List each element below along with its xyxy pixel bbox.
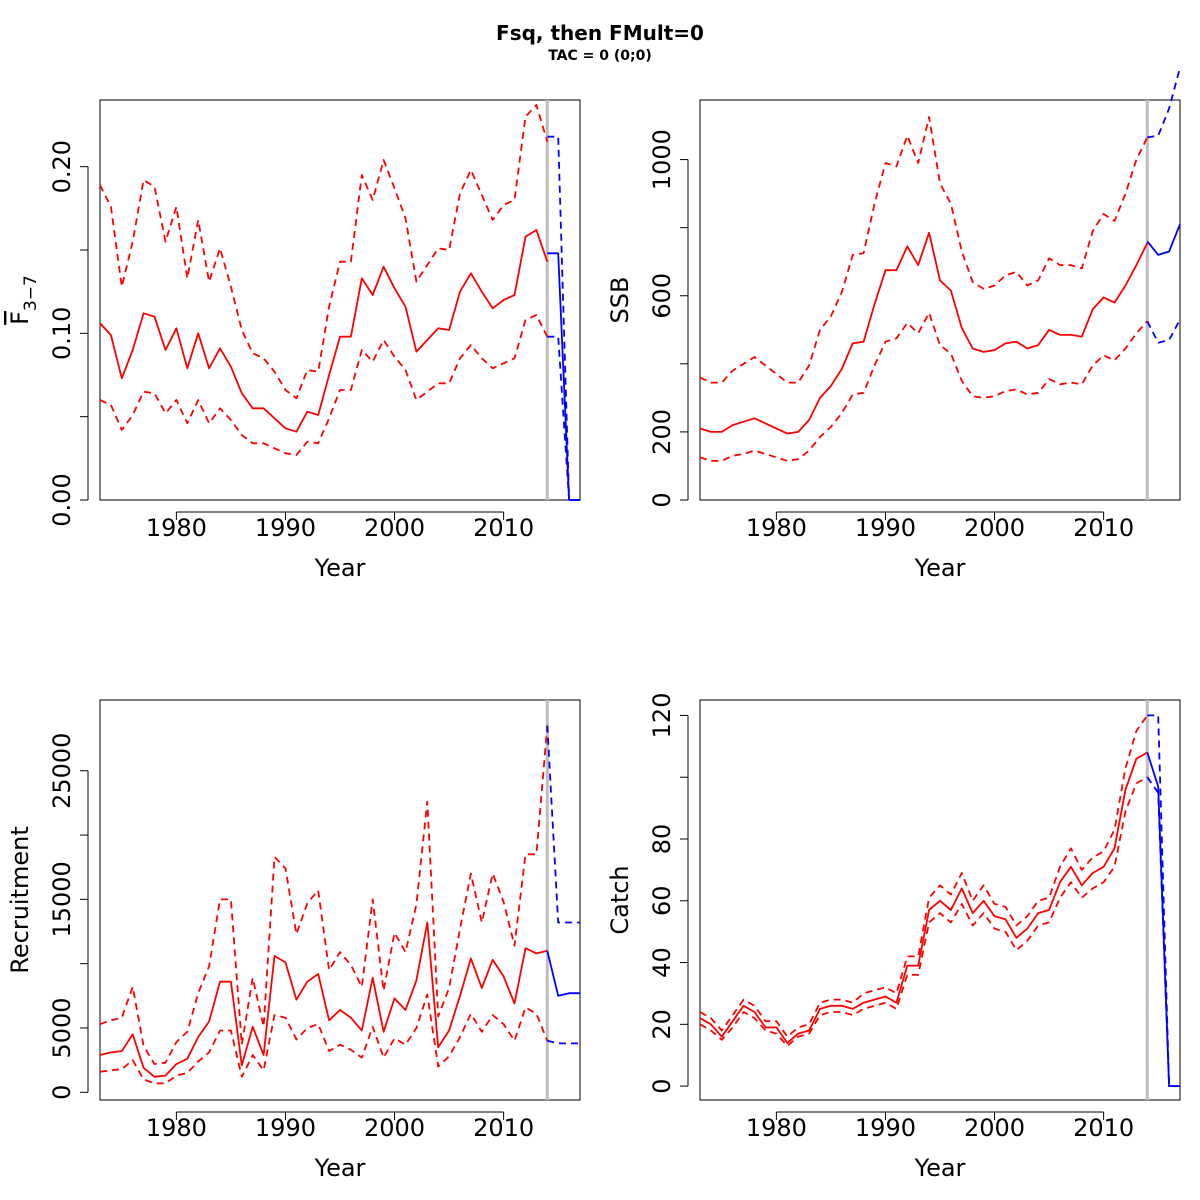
ssb-lower-ci-line — [699, 311, 1148, 462]
ssb-x-tick-label: 1980 — [746, 514, 807, 542]
catch-forecast-upper-ci-line — [1147, 714, 1180, 1087]
ssb-forecast-lower-ci-line — [1146, 319, 1181, 344]
recruitment-forecast-upper-ci-line — [546, 725, 580, 924]
recruitment-upper-ci-line — [99, 725, 549, 1065]
recruitment-y-tick-label: 15000 — [48, 861, 76, 937]
recruitment-lower-ci-line — [99, 993, 549, 1085]
fbar-y-axis-label-sub: 3−7 — [21, 275, 41, 311]
recruitment-x-tick-label: 2000 — [364, 1114, 425, 1142]
ssb-plot-frame — [699, 99, 1181, 501]
recruitment-x-axis-label: Year — [314, 1154, 366, 1182]
fbar-forecast-estimate-line — [547, 252, 580, 501]
recruitment-forecast-estimate-line — [546, 950, 580, 997]
ssb-x-axis-label: Year — [914, 554, 966, 582]
catch-y-tick-label: 60 — [648, 885, 676, 916]
figure-subtitle: TAC = 0 (0;0) — [548, 48, 652, 64]
catch-forecast-estimate-line — [1146, 752, 1180, 1087]
fbar-y-tick-label: 0.10 — [48, 307, 76, 360]
figure-title: Fsq, then FMult=0 — [496, 21, 704, 45]
panel-ssb: 1980 1990 2000 2010 Year 0 200 600 1000 SSB — [606, 67, 1181, 582]
fbar-x-tick-label: 1980 — [146, 514, 207, 542]
ssb-y-tick-label: 200 — [648, 409, 676, 455]
recruitment-y-axis-label: Recruitment — [6, 826, 34, 973]
ssb-upper-ci-line — [699, 116, 1149, 384]
catch-upper-ci-line — [699, 714, 1149, 1038]
recruitment-y-tick-label: 5000 — [48, 997, 76, 1058]
fbar-x-tick-label: 2010 — [473, 514, 534, 542]
fbar-x-tick-label: 2000 — [364, 514, 425, 542]
catch-y-tick-label: 0 — [648, 1078, 676, 1093]
ssb-x-tick-label: 2000 — [964, 514, 1025, 542]
catch-x-tick-label: 1990 — [855, 1114, 916, 1142]
fbar-x-tick-label: 1990 — [255, 514, 316, 542]
ssb-y-tick-label: 600 — [648, 273, 676, 319]
catch-y-axis-label: Catch — [606, 865, 634, 934]
ssb-estimate-line — [699, 231, 1149, 435]
fbar-estimate-line — [99, 229, 549, 433]
catch-y-tick-label: 120 — [648, 693, 676, 739]
ssb-y-tick-label: 0 — [648, 492, 676, 507]
catch-x-tick-label: 1980 — [746, 1114, 807, 1142]
ssb-x-tick-label: 1990 — [855, 514, 916, 542]
fbar-y-tick-label: 0.20 — [48, 140, 76, 193]
catch-x-tick-label: 2000 — [964, 1114, 1025, 1142]
ssb-x-tick-label: 2010 — [1073, 514, 1134, 542]
catch-y-tick-label: 80 — [648, 824, 676, 855]
recruitment-y-tick-label: 0 — [48, 1085, 76, 1100]
fbar-upper-ci-line — [99, 104, 549, 400]
ssb-forecast-estimate-line — [1146, 223, 1181, 256]
fbar-forecast-upper-ci-line — [547, 135, 580, 501]
catch-y-tick-label: 20 — [648, 1009, 676, 1040]
fbar-lower-ci-line — [99, 314, 549, 456]
recruitment-forecast-lower-ci-line — [547, 1039, 580, 1045]
catch-lower-ci-line — [699, 776, 1148, 1047]
recruitment-x-tick-label: 1990 — [255, 1114, 316, 1142]
recruitment-estimate-line — [99, 921, 548, 1078]
recruitment-plot-frame — [99, 699, 581, 1101]
fbar-plot-frame — [99, 99, 581, 501]
catch-plot-frame — [699, 699, 1181, 1101]
ssb-forecast-upper-ci-line — [1147, 67, 1181, 139]
catch-estimate-line — [699, 751, 1148, 1044]
ssb-y-tick-label: 1000 — [648, 129, 676, 190]
panel-catch: 1980 1990 2000 2010 Year 0 20 40 60 80 120 Catch — [606, 693, 1181, 1182]
panel-recruitment: 1980 1990 2000 2010 Year 0 5000 15000 25000 Recru… — [6, 699, 581, 1182]
panel-fbar: 1980 1990 2000 2010 Year 0.00 0.10 0.20 F3−7 — [6, 99, 581, 582]
ssb-y-axis-label: SSB — [606, 277, 634, 324]
fbar-x-axis-label: Year — [314, 554, 366, 582]
recruitment-y-tick-label: 25000 — [48, 733, 76, 809]
fbar-y-tick-label: 0.00 — [48, 473, 76, 526]
catch-x-tick-label: 2010 — [1073, 1114, 1134, 1142]
fbar-y-axis-label-main: F — [6, 311, 34, 325]
fbar-y-axis-label: F3−7 — [6, 275, 41, 325]
recruitment-x-tick-label: 2010 — [473, 1114, 534, 1142]
recruitment-x-tick-label: 1980 — [146, 1114, 207, 1142]
catch-x-axis-label: Year — [914, 1154, 966, 1182]
catch-y-tick-label: 40 — [648, 947, 676, 978]
